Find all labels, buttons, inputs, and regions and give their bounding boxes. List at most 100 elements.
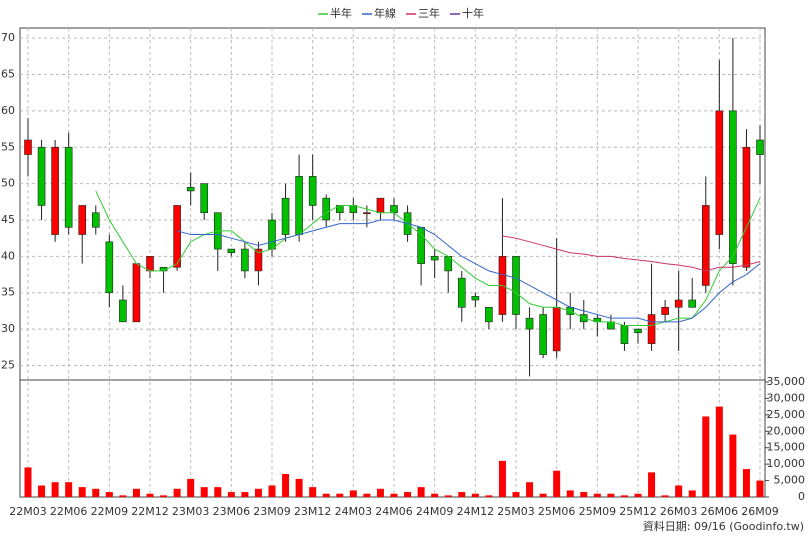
volume-bar bbox=[295, 478, 303, 497]
y-tick-label: 35 bbox=[1, 286, 15, 299]
volume-bar bbox=[742, 469, 750, 497]
volume-bar bbox=[580, 492, 588, 497]
x-tick-label: 24M09 bbox=[416, 505, 454, 518]
volume-bar bbox=[309, 487, 317, 497]
volume-bar bbox=[160, 495, 168, 497]
candle-body bbox=[647, 314, 656, 344]
candle-body bbox=[322, 197, 331, 221]
volume-bar bbox=[661, 495, 669, 497]
volume-bar bbox=[539, 493, 547, 497]
volume-bar bbox=[702, 416, 710, 497]
candle-body bbox=[729, 110, 737, 264]
y2-tick-label: 25,000 bbox=[767, 408, 806, 421]
x-tick-label: 26M09 bbox=[741, 505, 779, 518]
candle-body bbox=[173, 205, 181, 268]
candle-body bbox=[457, 277, 466, 308]
x-tick-label: 23M03 bbox=[172, 505, 210, 518]
volume-bar bbox=[132, 488, 140, 497]
candle-body bbox=[742, 146, 751, 268]
y-tick-label: 25 bbox=[1, 358, 15, 371]
candle-body bbox=[132, 263, 141, 323]
legend-label: 半年 bbox=[330, 6, 352, 20]
volume-bar bbox=[756, 480, 764, 497]
volume-bar bbox=[173, 488, 181, 497]
volume-bar bbox=[390, 493, 398, 497]
volume-bar bbox=[268, 485, 276, 497]
x-tick-label: 25M03 bbox=[497, 505, 535, 518]
volume-bar bbox=[51, 482, 59, 497]
candle-body bbox=[539, 314, 547, 355]
volume-bar bbox=[227, 492, 235, 497]
y2-tick-label: 20,000 bbox=[767, 424, 806, 437]
volume-bar bbox=[566, 490, 574, 497]
x-tick-label: 25M12 bbox=[619, 505, 657, 518]
volume-bar bbox=[688, 490, 696, 497]
candle-body bbox=[308, 176, 317, 206]
candle-body bbox=[268, 219, 276, 250]
candle-body bbox=[51, 146, 59, 235]
volume-bar bbox=[336, 493, 344, 497]
candle-body bbox=[146, 256, 154, 272]
legend-label: 年線 bbox=[374, 6, 396, 20]
x-tick-label: 24M12 bbox=[457, 505, 495, 518]
volume-bar bbox=[24, 467, 32, 497]
volume-bar bbox=[593, 493, 601, 497]
candle-body bbox=[200, 183, 209, 214]
candle-body bbox=[295, 176, 303, 235]
candle-body bbox=[186, 186, 195, 192]
volume-bar bbox=[349, 490, 357, 497]
candle-body bbox=[471, 296, 480, 301]
legend-label: 十年 bbox=[462, 6, 484, 20]
x-tick-label: 22M12 bbox=[131, 505, 169, 518]
x-tick-label: 24M03 bbox=[335, 505, 373, 518]
x-tick-label: 25M06 bbox=[538, 505, 576, 518]
volume-bar bbox=[282, 473, 290, 497]
y-tick-label: 55 bbox=[1, 140, 15, 153]
candle-body bbox=[376, 197, 385, 214]
candle-body bbox=[512, 256, 520, 315]
candle-body bbox=[78, 205, 87, 235]
volume-bar bbox=[431, 493, 439, 497]
volume-bar bbox=[254, 488, 262, 497]
candle-body bbox=[64, 146, 73, 228]
candle-body bbox=[525, 317, 534, 330]
volume-bar bbox=[322, 493, 330, 497]
plot-frame bbox=[19, 27, 766, 498]
volume-bar bbox=[119, 495, 127, 497]
y-tick-label: 50 bbox=[1, 177, 15, 190]
x-tick-label: 24M06 bbox=[375, 505, 413, 518]
volume-bar bbox=[634, 493, 642, 497]
volume-bar bbox=[607, 493, 615, 497]
candle-body bbox=[363, 212, 371, 215]
candle-body bbox=[674, 299, 683, 308]
x-tick-label: 23M09 bbox=[253, 505, 291, 518]
candle-body bbox=[634, 328, 642, 334]
volume-bar bbox=[675, 485, 683, 497]
volume-bar bbox=[512, 492, 520, 497]
candle-body bbox=[756, 139, 764, 155]
candle-body bbox=[119, 299, 127, 323]
x-tick-label: 23M06 bbox=[213, 505, 251, 518]
volume-bar bbox=[241, 492, 249, 497]
y-tick-label: 60 bbox=[1, 104, 15, 117]
volume-bar bbox=[526, 482, 534, 497]
candle-body bbox=[227, 248, 236, 254]
volume-bar bbox=[404, 492, 412, 497]
y-tick-label: 45 bbox=[1, 213, 15, 226]
candle-body bbox=[241, 248, 249, 272]
volume-bar bbox=[363, 493, 371, 497]
volume-bar bbox=[376, 488, 384, 497]
volume-bar bbox=[200, 487, 208, 497]
volume-bar bbox=[729, 434, 737, 497]
candle-body bbox=[91, 212, 100, 228]
x-tick-label: 23M12 bbox=[294, 505, 332, 518]
ma-line bbox=[502, 235, 761, 272]
candle-body bbox=[105, 241, 114, 294]
x-tick-label: 25M09 bbox=[579, 505, 617, 518]
y2-tick-label: 0 bbox=[798, 490, 805, 503]
volume-bar bbox=[187, 478, 195, 497]
y2-tick-label: 10,000 bbox=[767, 457, 806, 470]
footer: 資料日期: 09/16 (Goodinfo.tw) bbox=[643, 519, 804, 533]
x-tick-label: 22M09 bbox=[91, 505, 129, 518]
y2-tick-label: 30,000 bbox=[767, 391, 806, 404]
